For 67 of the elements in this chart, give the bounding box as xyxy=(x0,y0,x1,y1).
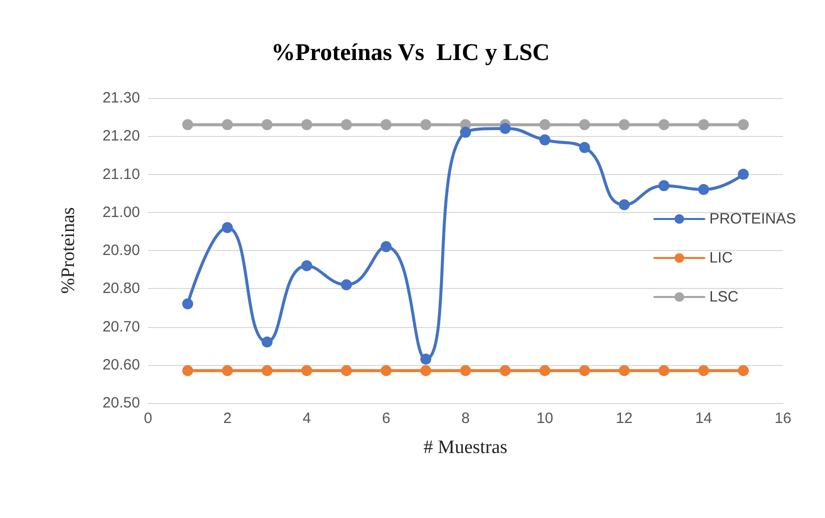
point xyxy=(301,119,312,130)
point xyxy=(539,365,550,376)
x-tick-label: 2 xyxy=(223,410,232,427)
point xyxy=(340,119,352,130)
point xyxy=(301,260,312,272)
point xyxy=(618,365,630,376)
point xyxy=(420,354,432,365)
point xyxy=(380,119,392,130)
point xyxy=(182,119,194,130)
x-tick-label: 14 xyxy=(695,410,712,427)
x-tick-label: 16 xyxy=(774,410,792,427)
legend-label: LSC xyxy=(709,288,739,306)
point xyxy=(618,119,630,130)
point xyxy=(420,119,432,130)
point xyxy=(738,365,749,376)
point xyxy=(262,365,273,376)
x-tick-label: 8 xyxy=(461,410,470,427)
point xyxy=(579,119,590,130)
point xyxy=(738,168,749,180)
y-tick-label: 20.60 xyxy=(102,356,140,374)
legend-label: PROTEINAS xyxy=(709,210,796,228)
point xyxy=(182,365,194,376)
point xyxy=(262,119,273,130)
point xyxy=(500,123,511,134)
point xyxy=(182,298,194,310)
x-tick-label: 6 xyxy=(382,410,390,427)
y-tick-label: 20.90 xyxy=(102,242,140,259)
point xyxy=(222,365,233,376)
point xyxy=(738,119,749,130)
y-tick-label: 21.30 xyxy=(102,90,140,106)
y-tick-label: 21.00 xyxy=(102,204,140,221)
point xyxy=(698,365,710,376)
point xyxy=(579,365,590,376)
point xyxy=(460,126,471,138)
y-tick-label: 20.70 xyxy=(102,318,140,336)
point xyxy=(340,279,352,290)
point xyxy=(658,365,670,376)
point xyxy=(420,365,432,376)
y-tick-label: 21.10 xyxy=(102,166,140,183)
point xyxy=(460,365,471,376)
point xyxy=(579,142,590,154)
x-tick-label: 12 xyxy=(616,410,633,427)
x-tick-label: 4 xyxy=(302,410,311,427)
chart-title: %Proteínas Vs LIC y LSC xyxy=(271,40,550,66)
x-tick-label: 0 xyxy=(144,410,152,427)
point xyxy=(698,119,710,130)
y-tick-label: 20.80 xyxy=(102,280,140,298)
y-axis-title: %Proteinas xyxy=(58,207,79,294)
point xyxy=(222,119,233,130)
point xyxy=(380,241,392,252)
point xyxy=(340,365,352,376)
point xyxy=(222,222,233,234)
legend-label: LIC xyxy=(709,250,733,266)
y-tick-label: 21.20 xyxy=(102,128,140,145)
x-axis-title: # Muestras xyxy=(424,437,508,458)
point xyxy=(698,184,710,195)
point xyxy=(658,119,670,130)
point xyxy=(658,180,670,192)
point xyxy=(539,134,550,146)
point xyxy=(618,199,630,210)
point xyxy=(500,365,511,376)
point xyxy=(380,365,392,376)
point xyxy=(262,336,273,348)
x-tick-label: 10 xyxy=(536,410,554,427)
point xyxy=(301,365,312,376)
y-tick-label: 20.50 xyxy=(102,394,140,412)
point xyxy=(539,119,550,130)
